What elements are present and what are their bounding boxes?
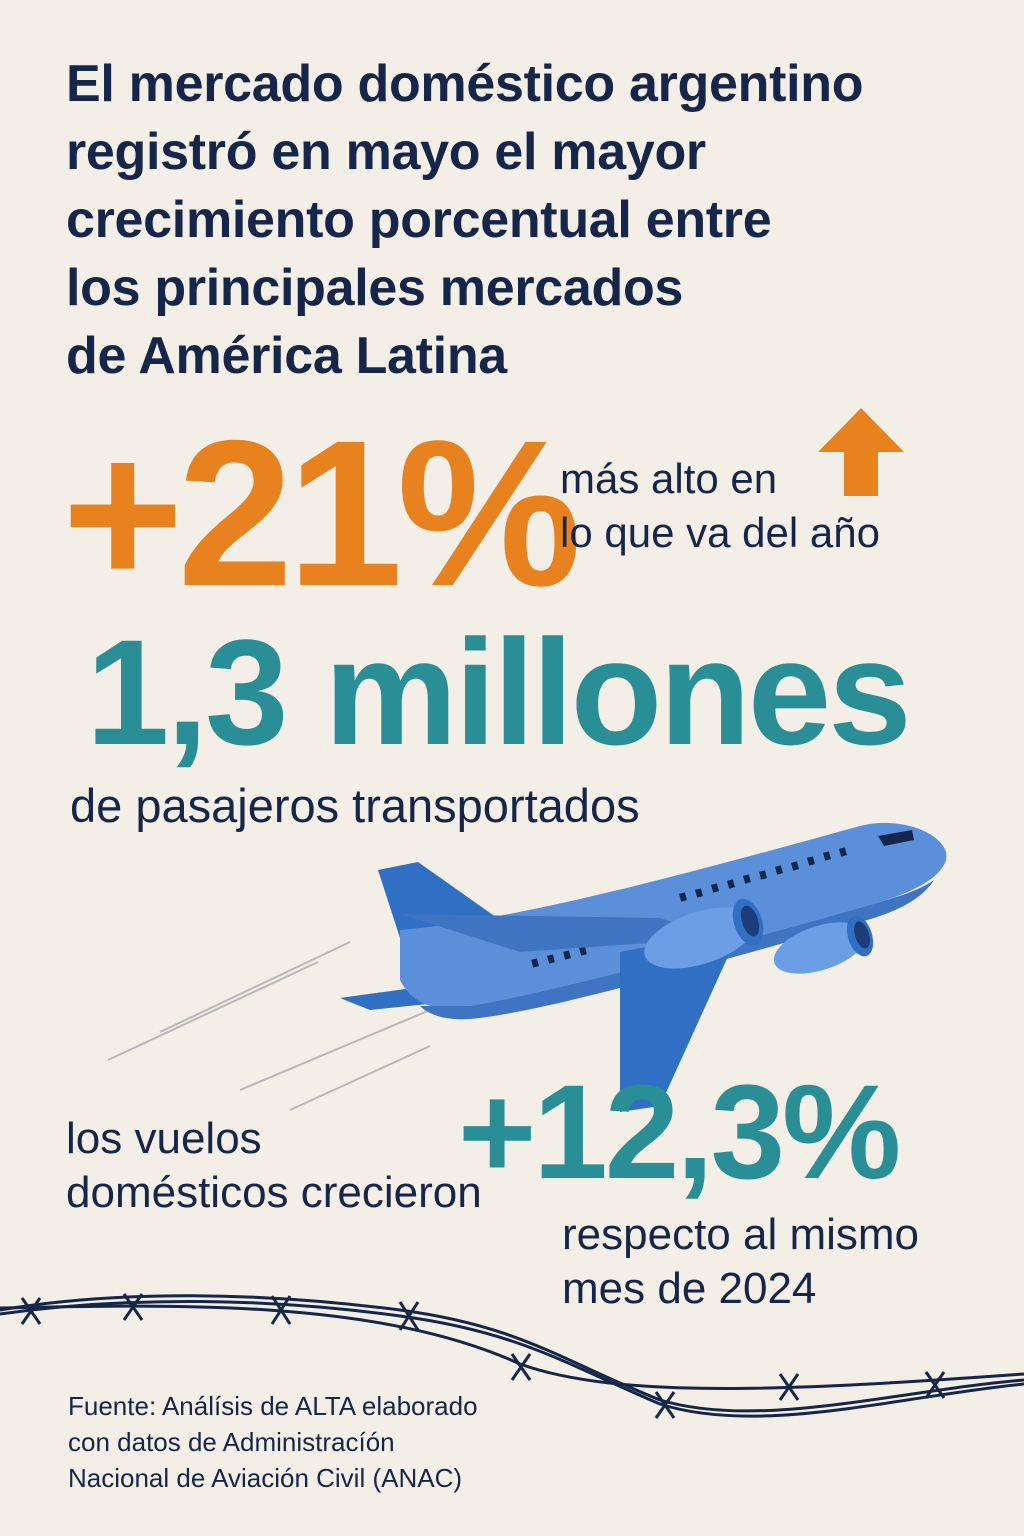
source-note: Fuente: Análísis de ALTA elaborado con d… [68,1388,478,1496]
flights-intro-line: los vuelos [66,1114,262,1163]
cockpit-window [878,830,914,846]
growth-note-line: más alto en [560,455,778,502]
wing-near [620,930,740,1112]
passenger-windows [531,847,847,968]
headline: El mercado doméstico argentino registró … [66,50,966,390]
growth-percentage: +21% [62,398,582,630]
headline-line: de América Latina [66,327,507,385]
flights-intro: los vuelos domésticos crecieron [66,1112,482,1220]
growth-note: más alto en lo que va del año [560,452,880,560]
flights-growth-percentage: +12,3% [458,1058,901,1207]
speed-lines [107,941,431,1111]
source-line: con datos de Administracíón [68,1427,395,1457]
growth-note-line: lo que va del año [560,509,880,556]
passengers-note: de pasajeros transportados [70,779,640,832]
flights-growth-note-line: respecto al mismo [562,1210,920,1259]
headline-line: El mercado doméstico argentino [66,55,864,113]
passengers-count: 1,3 millones [86,608,912,776]
engine-right [773,915,874,974]
barbs [20,1293,946,1419]
arrow-up-icon [818,408,904,496]
headline-line: registró en mayo el mayor [66,123,706,181]
flights-intro-line: domésticos crecieron [66,1168,482,1217]
source-line: Fuente: Análísis de ALTA elaborado [68,1391,478,1421]
flights-growth-note-line: mes de 2024 [562,1264,817,1313]
source-line: Nacional de Aviación Civil (ANAC) [68,1463,463,1493]
headline-line: los principales mercados [66,259,684,317]
engine-left [644,898,764,969]
wing-far [400,914,720,952]
flights-growth-note: respecto al mismo mes de 2024 [562,1208,919,1316]
headline-line: crecimiento porcentual entre [66,191,772,249]
airplane-icon [107,822,947,1112]
barbed-wire-icon [0,1293,1024,1419]
